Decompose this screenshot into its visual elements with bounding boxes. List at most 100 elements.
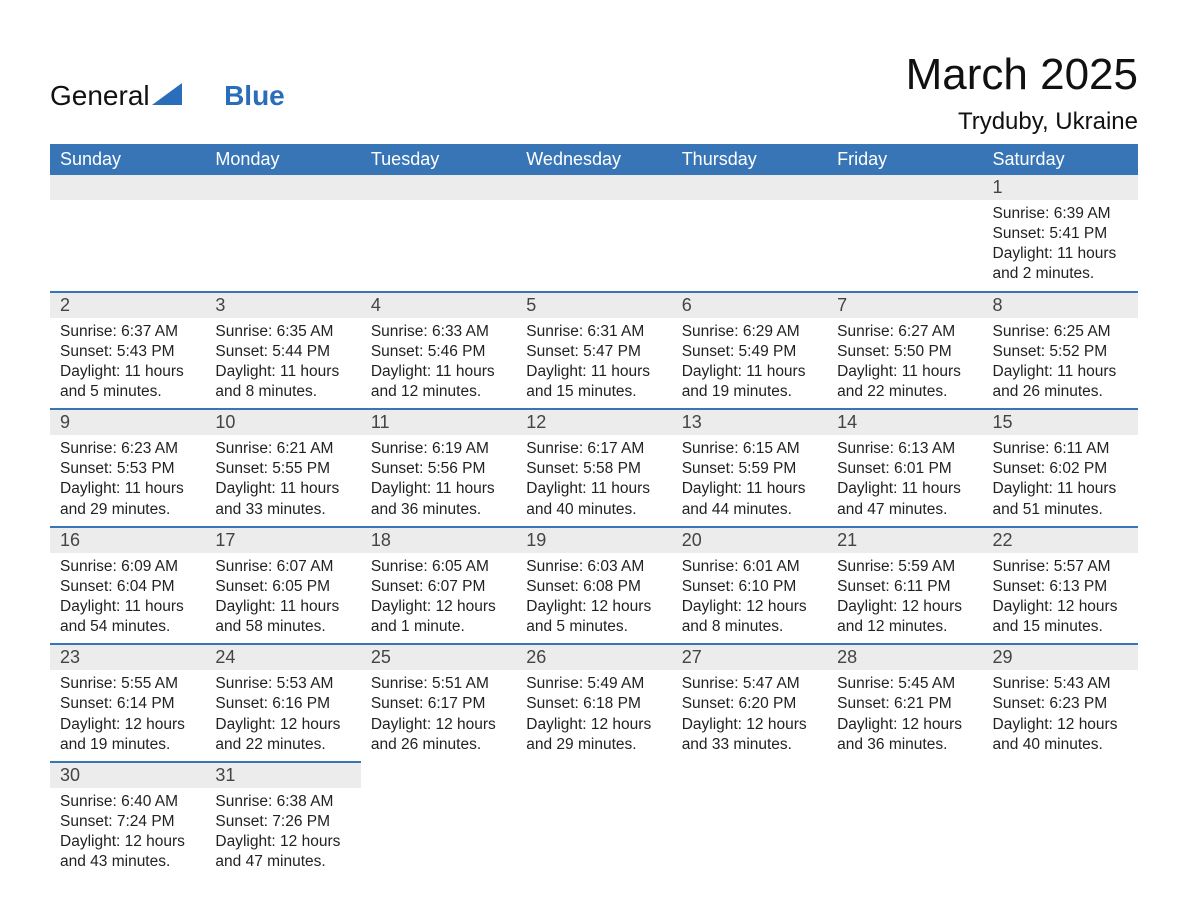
calendar-cell: 22Sunrise: 5:57 AMSunset: 6:13 PMDayligh… bbox=[983, 527, 1138, 645]
day-number: 29 bbox=[983, 645, 1138, 670]
day-details: Sunrise: 6:31 AMSunset: 5:47 PMDaylight:… bbox=[516, 318, 671, 409]
sunset-line: Sunset: 5:56 PM bbox=[371, 459, 506, 479]
calendar-cell bbox=[516, 762, 671, 879]
day-header: Monday bbox=[205, 144, 360, 175]
day-number: 6 bbox=[672, 293, 827, 318]
sunrise-line: Sunrise: 6:33 AM bbox=[371, 322, 506, 342]
day-number bbox=[516, 763, 671, 788]
calendar-cell bbox=[516, 175, 671, 292]
day-details: Sunrise: 6:09 AMSunset: 6:04 PMDaylight:… bbox=[50, 553, 205, 644]
day-number: 15 bbox=[983, 410, 1138, 435]
sunset-line: Sunset: 6:01 PM bbox=[837, 459, 972, 479]
day-details: Sunrise: 6:17 AMSunset: 5:58 PMDaylight:… bbox=[516, 435, 671, 526]
day-number bbox=[672, 763, 827, 788]
sunrise-line: Sunrise: 6:09 AM bbox=[60, 557, 195, 577]
calendar-cell: 30Sunrise: 6:40 AMSunset: 7:24 PMDayligh… bbox=[50, 762, 205, 879]
sunrise-line: Sunrise: 5:45 AM bbox=[837, 674, 972, 694]
calendar-cell: 27Sunrise: 5:47 AMSunset: 6:20 PMDayligh… bbox=[672, 644, 827, 762]
brand-logo: General Blue bbox=[50, 80, 285, 112]
day-details bbox=[50, 200, 205, 210]
calendar-cell: 2Sunrise: 6:37 AMSunset: 5:43 PMDaylight… bbox=[50, 292, 205, 410]
calendar-week-row: 23Sunrise: 5:55 AMSunset: 6:14 PMDayligh… bbox=[50, 644, 1138, 762]
daylight-line-1: Daylight: 11 hours bbox=[60, 479, 195, 499]
calendar-cell: 13Sunrise: 6:15 AMSunset: 5:59 PMDayligh… bbox=[672, 409, 827, 527]
day-details: Sunrise: 5:59 AMSunset: 6:11 PMDaylight:… bbox=[827, 553, 982, 644]
sunset-line: Sunset: 6:04 PM bbox=[60, 577, 195, 597]
day-number bbox=[361, 175, 516, 200]
daylight-line-1: Daylight: 11 hours bbox=[371, 479, 506, 499]
location-subtitle: Tryduby, Ukraine bbox=[906, 108, 1138, 136]
calendar-cell: 20Sunrise: 6:01 AMSunset: 6:10 PMDayligh… bbox=[672, 527, 827, 645]
calendar-cell bbox=[827, 762, 982, 879]
sunset-line: Sunset: 6:10 PM bbox=[682, 577, 817, 597]
calendar-week-row: 1Sunrise: 6:39 AMSunset: 5:41 PMDaylight… bbox=[50, 175, 1138, 292]
day-details bbox=[516, 788, 671, 798]
daylight-line-2: and 8 minutes. bbox=[682, 617, 817, 637]
day-number: 12 bbox=[516, 410, 671, 435]
sunrise-line: Sunrise: 6:40 AM bbox=[60, 792, 195, 812]
sunset-line: Sunset: 6:14 PM bbox=[60, 694, 195, 714]
title-block: March 2025 Tryduby, Ukraine bbox=[906, 50, 1138, 136]
calendar-cell: 8Sunrise: 6:25 AMSunset: 5:52 PMDaylight… bbox=[983, 292, 1138, 410]
daylight-line-2: and 40 minutes. bbox=[526, 500, 661, 520]
daylight-line-1: Daylight: 11 hours bbox=[993, 479, 1128, 499]
day-number: 31 bbox=[205, 763, 360, 788]
sunrise-line: Sunrise: 6:13 AM bbox=[837, 439, 972, 459]
calendar-cell bbox=[361, 762, 516, 879]
sunrise-line: Sunrise: 6:27 AM bbox=[837, 322, 972, 342]
daylight-line-2: and 29 minutes. bbox=[526, 735, 661, 755]
day-number: 8 bbox=[983, 293, 1138, 318]
day-number: 17 bbox=[205, 528, 360, 553]
daylight-line-2: and 5 minutes. bbox=[526, 617, 661, 637]
day-details bbox=[827, 200, 982, 210]
calendar-cell bbox=[672, 762, 827, 879]
daylight-line-2: and 54 minutes. bbox=[60, 617, 195, 637]
day-details: Sunrise: 6:29 AMSunset: 5:49 PMDaylight:… bbox=[672, 318, 827, 409]
day-number: 13 bbox=[672, 410, 827, 435]
day-details: Sunrise: 5:53 AMSunset: 6:16 PMDaylight:… bbox=[205, 670, 360, 761]
brand-word-1: General bbox=[50, 80, 150, 112]
daylight-line-1: Daylight: 12 hours bbox=[526, 597, 661, 617]
sunset-line: Sunset: 5:50 PM bbox=[837, 342, 972, 362]
calendar-cell: 7Sunrise: 6:27 AMSunset: 5:50 PMDaylight… bbox=[827, 292, 982, 410]
daylight-line-1: Daylight: 12 hours bbox=[215, 832, 350, 852]
day-number: 10 bbox=[205, 410, 360, 435]
sunset-line: Sunset: 6:16 PM bbox=[215, 694, 350, 714]
day-number: 3 bbox=[205, 293, 360, 318]
calendar-table: Sunday Monday Tuesday Wednesday Thursday… bbox=[50, 144, 1138, 878]
calendar-cell: 5Sunrise: 6:31 AMSunset: 5:47 PMDaylight… bbox=[516, 292, 671, 410]
day-number: 25 bbox=[361, 645, 516, 670]
calendar-cell: 12Sunrise: 6:17 AMSunset: 5:58 PMDayligh… bbox=[516, 409, 671, 527]
day-header: Wednesday bbox=[516, 144, 671, 175]
daylight-line-1: Daylight: 11 hours bbox=[215, 479, 350, 499]
sunset-line: Sunset: 6:07 PM bbox=[371, 577, 506, 597]
daylight-line-1: Daylight: 11 hours bbox=[215, 597, 350, 617]
day-details bbox=[672, 788, 827, 798]
sunset-line: Sunset: 6:02 PM bbox=[993, 459, 1128, 479]
day-number: 28 bbox=[827, 645, 982, 670]
calendar-cell bbox=[827, 175, 982, 292]
day-number: 22 bbox=[983, 528, 1138, 553]
day-header: Saturday bbox=[983, 144, 1138, 175]
sunset-line: Sunset: 6:05 PM bbox=[215, 577, 350, 597]
daylight-line-1: Daylight: 11 hours bbox=[526, 362, 661, 382]
daylight-line-2: and 19 minutes. bbox=[60, 735, 195, 755]
daylight-line-1: Daylight: 12 hours bbox=[215, 715, 350, 735]
daylight-line-2: and 47 minutes. bbox=[215, 852, 350, 872]
day-number: 14 bbox=[827, 410, 982, 435]
sunset-line: Sunset: 5:47 PM bbox=[526, 342, 661, 362]
calendar-cell: 21Sunrise: 5:59 AMSunset: 6:11 PMDayligh… bbox=[827, 527, 982, 645]
sunrise-line: Sunrise: 6:05 AM bbox=[371, 557, 506, 577]
daylight-line-2: and 5 minutes. bbox=[60, 382, 195, 402]
day-details: Sunrise: 6:13 AMSunset: 6:01 PMDaylight:… bbox=[827, 435, 982, 526]
day-number: 20 bbox=[672, 528, 827, 553]
day-number bbox=[361, 763, 516, 788]
calendar-cell bbox=[983, 762, 1138, 879]
day-number: 11 bbox=[361, 410, 516, 435]
day-details bbox=[516, 200, 671, 210]
sunrise-line: Sunrise: 6:39 AM bbox=[993, 204, 1128, 224]
daylight-line-2: and 40 minutes. bbox=[993, 735, 1128, 755]
daylight-line-1: Daylight: 11 hours bbox=[837, 479, 972, 499]
daylight-line-2: and 12 minutes. bbox=[371, 382, 506, 402]
daylight-line-2: and 43 minutes. bbox=[60, 852, 195, 872]
